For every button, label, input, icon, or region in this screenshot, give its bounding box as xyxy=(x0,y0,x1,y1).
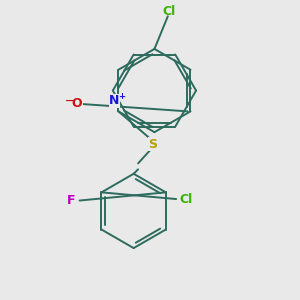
Text: S: S xyxy=(148,138,158,151)
Text: −: − xyxy=(65,95,74,105)
Text: Cl: Cl xyxy=(180,193,193,206)
Text: N: N xyxy=(109,94,119,107)
Text: F: F xyxy=(67,194,76,207)
Text: +: + xyxy=(118,92,125,101)
Text: O: O xyxy=(72,98,83,110)
Text: Cl: Cl xyxy=(163,5,176,18)
